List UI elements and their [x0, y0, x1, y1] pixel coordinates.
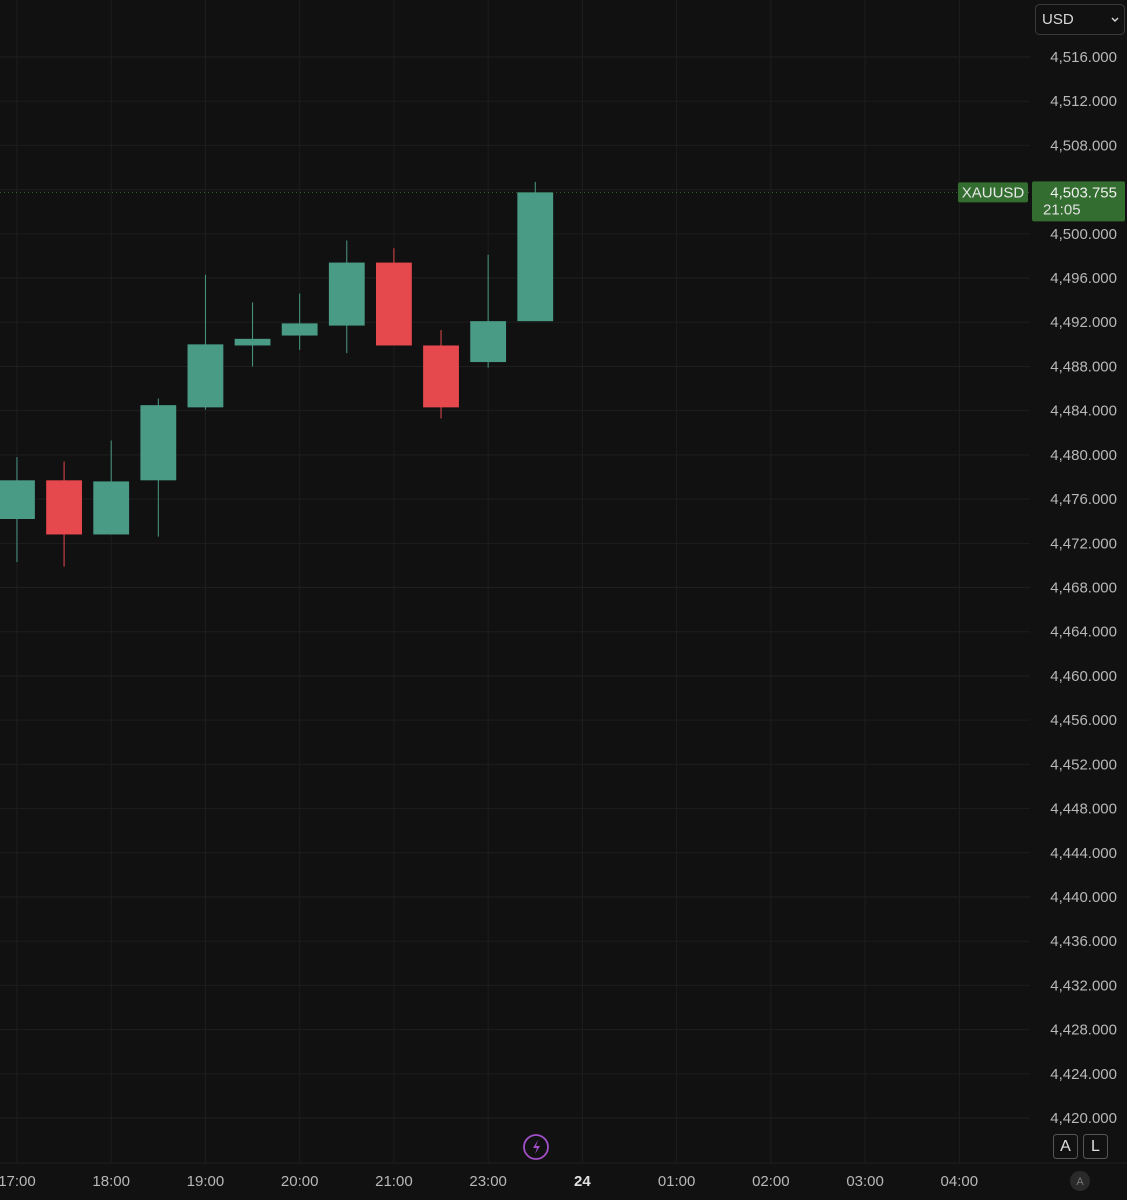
y-tick-label: 4,440.000 — [1050, 889, 1117, 906]
grid — [0, 0, 1030, 1163]
price-tag-label: 4,503.755 — [1050, 184, 1117, 201]
scale-button-label[interactable]: L — [1091, 1138, 1100, 1155]
y-tick-label: 4,464.000 — [1050, 624, 1117, 641]
y-tick-label: 4,452.000 — [1050, 756, 1117, 773]
y-tick-label: 4,420.000 — [1050, 1110, 1117, 1127]
axis-labels: 4,420.000 4,424.000 4,428.000 4,432.000 4,43… — [0, 49, 1125, 1190]
y-tick-label: 4,492.000 — [1050, 314, 1117, 331]
currency-dropdown[interactable]: USD — [1035, 4, 1125, 35]
symbol-tag — [958, 182, 1028, 203]
y-tick-label: 4,516.000 — [1050, 49, 1117, 66]
y-tick-label: 4,468.000 — [1050, 579, 1117, 596]
scale-button[interactable]: L — [1083, 1134, 1108, 1159]
y-tick-label: 4,496.000 — [1050, 270, 1117, 287]
candle-body — [234, 338, 271, 346]
y-tick-label: 4,444.000 — [1050, 845, 1117, 862]
y-tick-label: 4,460.000 — [1050, 668, 1117, 685]
lightning-bolt — [533, 1140, 540, 1154]
symbol-tag-label: XAUUSD — [962, 184, 1025, 201]
y-tick-label: 4,480.000 — [1050, 447, 1117, 464]
y-tick-label: 4,488.000 — [1050, 358, 1117, 375]
scale-button[interactable]: A — [1053, 1134, 1078, 1159]
countdown-label: 21:05 — [1043, 201, 1081, 218]
y-tick-label: 4,456.000 — [1050, 712, 1117, 729]
candle-body — [0, 480, 35, 519]
time-axis-button[interactable]: A — [1070, 1171, 1090, 1191]
candle-body — [470, 321, 507, 363]
currency-label[interactable]: USD — [1042, 11, 1074, 28]
y-tick-label: 4,424.000 — [1050, 1066, 1117, 1083]
x-tick-label: 23:00 — [469, 1173, 507, 1190]
y-tick-label: 4,476.000 — [1050, 491, 1117, 508]
candle-body — [328, 262, 365, 326]
candle-body — [46, 480, 82, 535]
x-tick-label: 04:00 — [941, 1173, 979, 1190]
y-tick-label: 4,508.000 — [1050, 137, 1117, 154]
x-tick-label: 24 — [574, 1173, 591, 1190]
candle-body — [187, 344, 224, 408]
time-axis-button-label[interactable]: A — [1076, 1176, 1084, 1188]
candle-body — [423, 345, 459, 408]
candle-body — [93, 481, 130, 535]
candle-body — [281, 323, 318, 336]
dropdown-arrow — [1111, 17, 1119, 22]
lightning-button[interactable] — [523, 1134, 549, 1160]
candle-body — [140, 405, 177, 481]
x-tick-label: 01:00 — [658, 1173, 696, 1190]
x-tick-label: 19:00 — [187, 1173, 225, 1190]
scale-button-box[interactable] — [1053, 1134, 1078, 1159]
x-tick-label: 03:00 — [846, 1173, 884, 1190]
x-tick-label: 20:00 — [281, 1173, 319, 1190]
y-tick-label: 4,428.000 — [1050, 1022, 1117, 1039]
scale-button-box[interactable] — [1083, 1134, 1108, 1159]
y-tick-label: 4,512.000 — [1050, 93, 1117, 110]
price-tag — [1032, 181, 1125, 222]
candle-body — [517, 192, 554, 322]
x-tick-label: 02:00 — [752, 1173, 790, 1190]
y-tick-label: 4,500.000 — [1050, 226, 1117, 243]
dropdown-box[interactable] — [1035, 4, 1125, 35]
x-tick-label: 17:00 — [0, 1173, 36, 1190]
y-tick-label: 4,432.000 — [1050, 977, 1117, 994]
x-tick-label: 21:00 — [375, 1173, 413, 1190]
x-tick-label: 18:00 — [92, 1173, 130, 1190]
y-tick-label: 4,484.000 — [1050, 403, 1117, 420]
candle-body — [376, 262, 412, 346]
y-tick-label: 4,472.000 — [1050, 535, 1117, 552]
lightning-circle[interactable] — [523, 1134, 549, 1160]
time-axis-button-circle[interactable] — [1070, 1171, 1090, 1191]
y-tick-label: 4,448.000 — [1050, 801, 1117, 818]
scale-button-label[interactable]: A — [1060, 1138, 1071, 1155]
y-tick-label: 4,436.000 — [1050, 933, 1117, 950]
candles — [0, 181, 1030, 567]
